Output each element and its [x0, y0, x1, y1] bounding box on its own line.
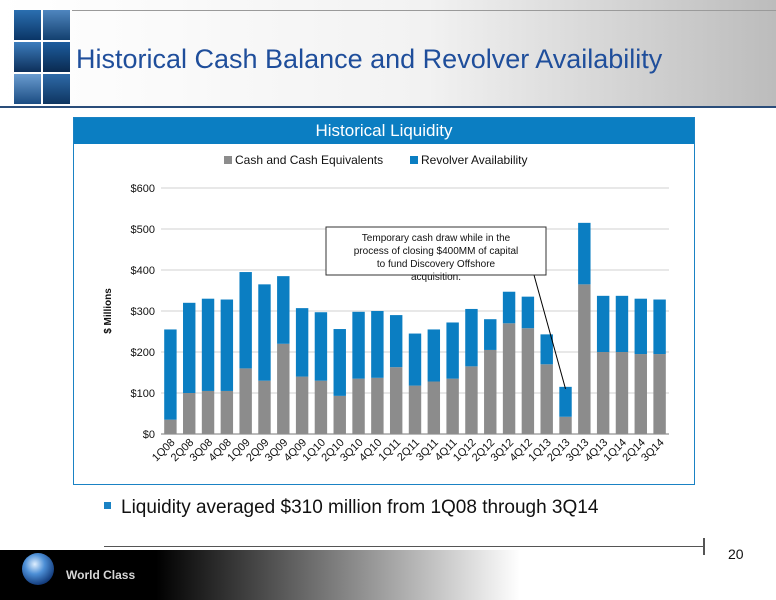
bar-revolver	[446, 322, 459, 379]
bar-cash	[295, 376, 309, 434]
liquidity-panel: Historical Liquidity $0 $100 $200 $300 $400 $…	[73, 117, 695, 485]
liquidity-chart: $0$100$200$300$400$500$600$ Millions1Q08…	[103, 153, 669, 464]
footer-bar	[0, 550, 520, 600]
bar-cash	[596, 352, 610, 434]
bar-cash	[653, 354, 666, 434]
bar-cash	[521, 328, 535, 434]
bar-cash	[220, 390, 234, 434]
y-tick-label: $300	[131, 306, 155, 318]
rig-photo-5	[14, 74, 41, 104]
bar-cash	[540, 364, 553, 434]
rig-photo-1	[14, 10, 41, 40]
bar-revolver	[239, 272, 252, 369]
bar-revolver	[427, 329, 441, 382]
bar-revolver	[596, 295, 610, 352]
y-tick-label: $500	[131, 224, 155, 236]
bar-cash	[502, 323, 516, 434]
y-tick-label: $0	[143, 429, 155, 441]
globe-logo	[22, 553, 54, 585]
bar-revolver	[314, 312, 328, 381]
rig-photo-3	[14, 42, 41, 72]
annotation-text-line: acquisition.	[411, 272, 461, 283]
bar-revolver	[408, 333, 422, 386]
bar-revolver	[258, 284, 271, 381]
y-axis-label: $ Millions	[103, 288, 114, 334]
bar-cash	[239, 368, 252, 434]
bullet-marker	[104, 502, 111, 510]
bar-cash	[634, 354, 647, 434]
offshore-rig-photos	[14, 10, 70, 104]
bar-revolver	[183, 302, 196, 393]
bar-revolver	[295, 308, 309, 377]
bar-revolver	[653, 299, 666, 355]
rig-photo-6	[43, 74, 70, 104]
slide-header: Historical Cash Balance and Revolver Ava…	[0, 0, 776, 108]
bar-cash	[465, 366, 478, 434]
legend-swatch	[410, 156, 418, 164]
annotation-text-line: to fund Discovery Offshore	[377, 259, 496, 270]
bar-revolver	[277, 276, 290, 344]
bar-revolver	[502, 291, 516, 324]
bar-cash	[446, 378, 459, 434]
footer-line	[104, 546, 704, 547]
bar-cash	[277, 343, 290, 434]
bar-cash	[408, 385, 422, 434]
slide-title: Historical Cash Balance and Revolver Ava…	[76, 44, 663, 74]
bar-cash	[314, 380, 328, 434]
bar-cash	[201, 390, 215, 434]
annotation-leader	[533, 274, 567, 389]
bar-revolver	[164, 329, 177, 420]
bar-cash	[578, 284, 591, 434]
bar-cash	[427, 381, 441, 434]
bar-revolver	[559, 386, 572, 417]
bar-revolver	[389, 315, 403, 368]
bar-cash	[183, 393, 196, 434]
footer-tick	[703, 538, 705, 555]
bar-revolver	[540, 334, 553, 365]
bar-revolver	[484, 319, 497, 350]
bar-revolver	[352, 311, 365, 379]
bar-cash	[371, 377, 384, 434]
footer-brand-text: World Class	[66, 568, 136, 582]
bar-cash	[615, 352, 629, 434]
bar-cash	[333, 395, 346, 434]
bar-revolver	[201, 298, 215, 391]
bar-cash	[164, 419, 177, 434]
y-tick-label: $200	[131, 347, 155, 359]
bullet-item: Liquidity averaged $310 million from 1Q0…	[104, 497, 598, 519]
legend-label: Cash and Cash Equivalents	[235, 153, 383, 167]
bar-revolver	[465, 308, 478, 367]
header-base-line	[0, 106, 776, 108]
bar-cash	[559, 416, 572, 434]
header-rule	[72, 10, 776, 11]
bar-cash	[389, 367, 403, 434]
bar-cash	[352, 378, 365, 434]
bar-revolver	[634, 298, 647, 355]
legend-swatch	[224, 156, 232, 164]
y-tick-label: $600	[131, 183, 155, 195]
rig-photo-4	[43, 42, 70, 72]
rig-photo-2	[43, 10, 70, 40]
y-tick-label: $400	[131, 265, 155, 277]
bar-revolver	[578, 222, 591, 285]
bar-revolver	[220, 299, 234, 391]
bar-revolver	[371, 311, 384, 378]
page-number: 20	[728, 546, 744, 562]
y-tick-label: $100	[131, 388, 155, 400]
annotation-text-line: process of closing $400MM of capital	[354, 246, 519, 257]
bar-cash	[484, 349, 497, 434]
bar-revolver	[521, 296, 535, 329]
bar-cash	[258, 380, 271, 434]
annotation-box	[325, 226, 547, 276]
annotation-text-line: Temporary cash draw while in the	[362, 233, 511, 244]
bullet-text: Liquidity averaged $310 million from 1Q0…	[121, 497, 599, 518]
legend-label: Revolver Availability	[421, 153, 528, 167]
bar-revolver	[615, 295, 629, 352]
bar-revolver	[333, 329, 346, 396]
panel-title: Historical Liquidity	[74, 118, 694, 144]
